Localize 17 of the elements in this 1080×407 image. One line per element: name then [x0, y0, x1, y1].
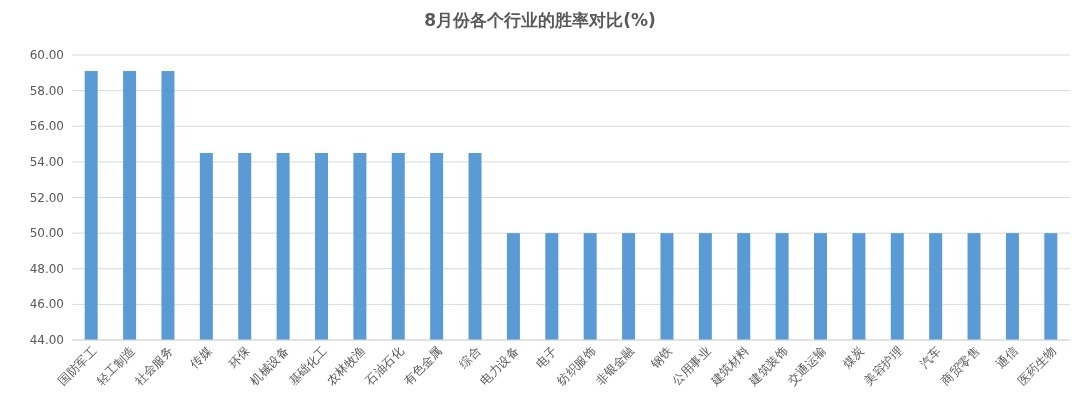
y-tick-label: 58.00	[29, 83, 64, 98]
x-tick-label: 电子	[533, 344, 560, 372]
y-tick-label: 52.00	[29, 190, 64, 205]
chart-title: 8月份各个行业的胜率对比(%)	[424, 10, 656, 30]
x-tick-label: 综合	[456, 344, 484, 372]
y-tick-label: 54.00	[29, 154, 64, 169]
x-tick-label: 通信	[993, 344, 1021, 372]
x-tick-label: 汽车	[916, 344, 944, 372]
x-tick-label: 钢铁	[647, 344, 676, 372]
x-tick-label: 环保	[225, 344, 253, 372]
y-tick-label: 46.00	[29, 297, 64, 312]
y-tick-label: 56.00	[29, 119, 64, 134]
y-tick-label: 60.00	[29, 48, 64, 62]
y-tick-label: 44.00	[29, 333, 64, 347]
y-tick-label: 48.00	[29, 261, 64, 276]
y-tick-label: 50.00	[29, 226, 64, 241]
x-tick-label: 传媒	[187, 344, 215, 372]
